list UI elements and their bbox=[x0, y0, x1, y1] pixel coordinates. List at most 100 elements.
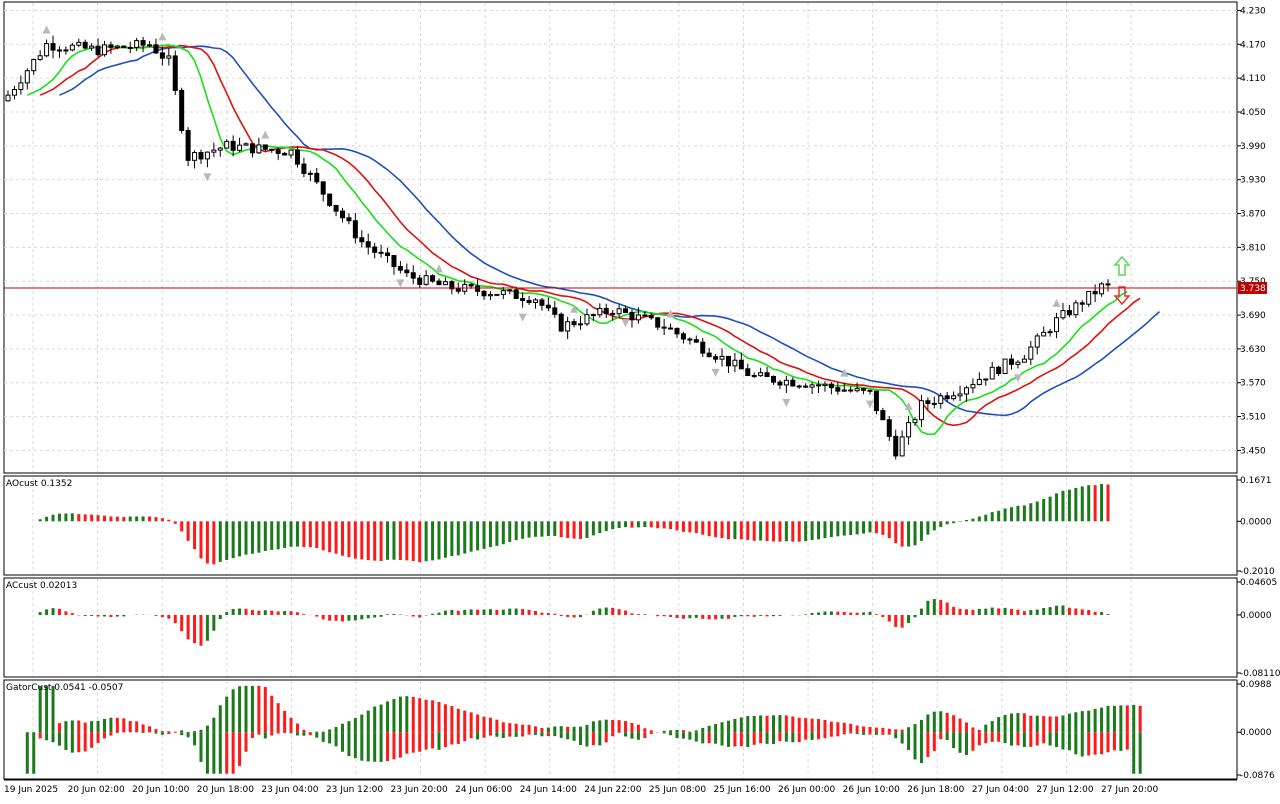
candle-body bbox=[951, 395, 957, 400]
fractal-up-icon bbox=[434, 264, 443, 273]
candle-body bbox=[468, 283, 474, 287]
candle-body bbox=[520, 297, 526, 301]
fractal-down-icon bbox=[621, 319, 630, 328]
candle-body bbox=[558, 313, 564, 332]
candle-body bbox=[906, 422, 912, 438]
current-price-badge bbox=[1238, 281, 1267, 294]
fractal-up-icon bbox=[904, 401, 913, 410]
candle-body bbox=[552, 307, 558, 315]
candle-body bbox=[693, 339, 699, 343]
current-price-label: 3.738 bbox=[1240, 284, 1266, 294]
fractal-up-icon bbox=[42, 25, 51, 34]
candle-body bbox=[275, 149, 281, 154]
fractal-up-icon bbox=[158, 32, 167, 41]
candle-body bbox=[1079, 302, 1085, 305]
x-tick-label: 27 Jun 12:00 bbox=[1036, 785, 1093, 795]
candle-body bbox=[307, 172, 313, 175]
candle-body bbox=[449, 281, 455, 290]
candle-body bbox=[417, 277, 423, 285]
candle-body bbox=[372, 246, 378, 253]
x-tick-label: 26 Jun 10:00 bbox=[843, 785, 900, 795]
y-tick-label: 4.230 bbox=[1240, 6, 1266, 16]
candle-body bbox=[391, 255, 397, 268]
candle-body bbox=[925, 400, 931, 404]
candle-body bbox=[687, 338, 693, 341]
candle-body bbox=[738, 359, 744, 370]
candle-body bbox=[893, 435, 899, 457]
candle-body bbox=[198, 152, 204, 160]
candle-body bbox=[108, 44, 114, 48]
candle-body bbox=[983, 378, 989, 381]
candle-body bbox=[996, 366, 1002, 375]
candle-body bbox=[430, 275, 436, 282]
candle-body bbox=[44, 43, 50, 57]
candle-body bbox=[873, 390, 879, 412]
candle-body bbox=[796, 385, 802, 388]
candle-body bbox=[590, 314, 596, 317]
candle-body bbox=[680, 333, 686, 340]
candle-body bbox=[867, 389, 873, 392]
x-tick-label: 27 Jun 20:00 bbox=[1101, 785, 1158, 795]
fractal-up-icon bbox=[261, 130, 270, 139]
candle-body bbox=[957, 393, 963, 397]
candle-body bbox=[989, 366, 995, 380]
candle-body bbox=[37, 55, 43, 60]
candle-body bbox=[1047, 331, 1053, 334]
candle-body bbox=[89, 45, 95, 49]
candle-body bbox=[848, 389, 854, 392]
candle-body bbox=[854, 388, 860, 392]
candle-body bbox=[385, 252, 391, 257]
candle-body bbox=[76, 41, 82, 46]
candle-body bbox=[346, 217, 352, 222]
candle-body bbox=[513, 289, 519, 299]
candle-body bbox=[578, 323, 584, 326]
candle-body bbox=[314, 172, 320, 183]
candle-body bbox=[1021, 358, 1027, 363]
candle-body bbox=[487, 294, 493, 297]
candle-body bbox=[500, 290, 506, 295]
pane-frame-2 bbox=[3, 577, 1238, 678]
candle-body bbox=[217, 147, 223, 151]
alligator-jaw-line bbox=[59, 45, 1161, 417]
candle-body bbox=[719, 355, 725, 360]
candle-body bbox=[204, 151, 210, 160]
candle-body bbox=[1002, 358, 1008, 375]
candle-body bbox=[378, 251, 384, 254]
candle-body bbox=[661, 326, 667, 329]
candle-body bbox=[912, 419, 918, 424]
candle-body bbox=[95, 45, 101, 56]
candle-body bbox=[185, 130, 191, 161]
fractal-down-icon bbox=[782, 398, 791, 407]
x-tick-label: 23 Jun 20:00 bbox=[391, 785, 448, 795]
candle-body bbox=[475, 285, 481, 292]
candle-body bbox=[970, 384, 976, 389]
candle-body bbox=[770, 375, 776, 383]
candle-body bbox=[1073, 302, 1079, 316]
candle-body bbox=[668, 327, 674, 330]
fractal-down-icon bbox=[1013, 374, 1022, 383]
candle-body bbox=[301, 163, 307, 174]
candle-body bbox=[192, 152, 198, 161]
alligator-lips-line bbox=[26, 44, 1128, 436]
candle-body bbox=[333, 204, 339, 212]
candle-body bbox=[359, 237, 365, 243]
candle-body bbox=[127, 46, 133, 49]
candle-body bbox=[532, 299, 538, 304]
candle-body bbox=[147, 44, 153, 47]
y-tick-label: 4.170 bbox=[1240, 40, 1266, 50]
candle-body bbox=[803, 385, 809, 388]
fractal-up-icon bbox=[666, 309, 675, 318]
candle-body bbox=[828, 383, 834, 389]
y-tick-label: -0.0876 bbox=[1240, 771, 1275, 781]
candle-body bbox=[571, 321, 577, 326]
candle-body bbox=[809, 384, 815, 388]
candle-body bbox=[56, 49, 62, 52]
candle-body bbox=[526, 299, 532, 304]
candle-body bbox=[1034, 335, 1040, 348]
x-tick-label: 27 Jun 04:00 bbox=[972, 785, 1029, 795]
candle-body bbox=[861, 388, 867, 391]
candle-body bbox=[423, 275, 429, 285]
candle-body bbox=[629, 311, 635, 321]
y-tick-label: 3.810 bbox=[1240, 243, 1266, 253]
